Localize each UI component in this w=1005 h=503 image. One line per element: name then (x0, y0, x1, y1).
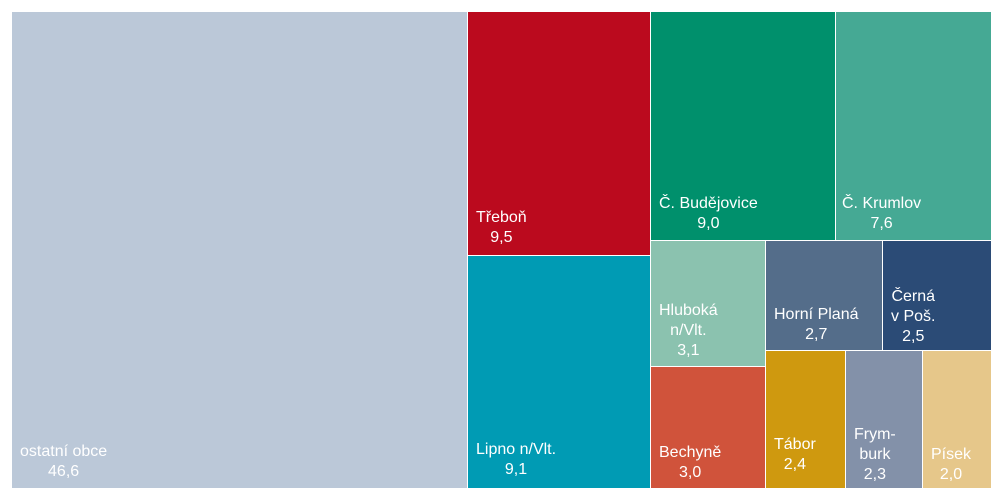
tile-value: 46,6 (48, 463, 80, 480)
treemap-tile-c-krumlov: Č. Krumlov 7,6 (836, 12, 992, 241)
tile-label: Frym- burk 2,3 (854, 425, 896, 485)
treemap-tile-horni-plana: Horní Planá 2,7 (766, 241, 883, 351)
tile-name: Bechyně (659, 444, 722, 461)
tile-name: Frym- burk (854, 426, 896, 463)
tile-value: 3,1 (677, 342, 700, 359)
tile-label: Č. Krumlov 7,6 (842, 194, 921, 234)
tile-value: 9,1 (504, 461, 528, 478)
tile-value: 9,5 (490, 229, 513, 246)
tile-name: Č. Budějovice (659, 195, 758, 212)
tile-value: 2,5 (902, 328, 925, 345)
treemap-tile-lipno-n-vlt: Lipno n/Vlt. 9,1 (468, 256, 651, 489)
tile-label: Lipno n/Vlt. 9,1 (476, 440, 556, 480)
tile-label: Písek 2,0 (931, 445, 971, 485)
tile-name: Č. Krumlov (842, 195, 922, 212)
treemap-tile-bechyne: Bechyně 3,0 (651, 367, 766, 489)
tile-name: Třeboň (476, 209, 527, 226)
treemap-tile-c-budejovice: Č. Budějovice 9,0 (651, 12, 836, 241)
treemap-tile-tabor: Tábor 2,4 (766, 351, 846, 489)
tile-label: Tábor 2,4 (774, 435, 816, 475)
treemap-tile-cerna-v-pos: Černá v Poš. 2,5 (883, 241, 992, 351)
tile-label: ostatní obce 46,6 (20, 442, 107, 482)
tile-value: 9,0 (697, 215, 720, 232)
tile-name: Černá v Poš. (891, 288, 936, 325)
tile-label: Č. Budějovice 9,0 (659, 194, 758, 234)
tile-value: 2,3 (863, 466, 886, 483)
tile-value: 2,7 (805, 326, 828, 343)
tile-label: Hluboká n/Vlt. 3,1 (659, 301, 718, 361)
tile-label: Černá v Poš. 2,5 (891, 287, 935, 347)
tile-name: Tábor (774, 436, 816, 453)
tile-label: Třeboň 9,5 (476, 208, 527, 248)
tile-value: 2,0 (939, 466, 963, 483)
tile-name: Písek (931, 446, 972, 463)
treemap-tile-trebon: Třeboň 9,5 (468, 12, 651, 256)
treemap-tile-ostatni-obce: ostatní obce 46,6 (12, 12, 468, 489)
treemap-tile-pisek: Písek 2,0 (923, 351, 992, 489)
tile-name: Horní Planá (774, 306, 859, 323)
tile-value: 2,4 (783, 456, 807, 473)
tile-name: Lipno n/Vlt. (476, 441, 557, 458)
treemap-tile-hluboka-n-vlt: Hluboká n/Vlt. 3,1 (651, 241, 766, 367)
tile-label: Horní Planá 2,7 (774, 305, 859, 345)
tile-value: 7,6 (870, 215, 893, 232)
tile-label: Bechyně 3,0 (659, 443, 721, 483)
tile-name: Hluboká n/Vlt. (659, 302, 718, 339)
tile-name: ostatní obce (20, 443, 108, 460)
treemap-tile-frym-burk: Frym- burk 2,3 (846, 351, 923, 489)
tile-value: 3,0 (679, 464, 702, 481)
